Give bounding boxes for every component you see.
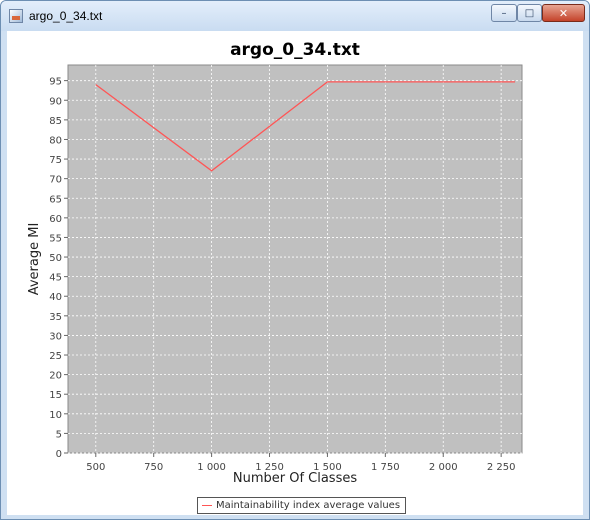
- close-icon: ✕: [558, 6, 569, 20]
- y-tick-label: 40: [49, 292, 62, 303]
- y-tick-label: 35: [49, 312, 62, 323]
- minimize-icon: –: [501, 7, 507, 19]
- y-tick-label: 90: [49, 96, 62, 107]
- chart-panel: argo_0_34.txt 0 5 10 15 20 25 30 35 40 45 50 55 60 65 7…: [7, 31, 583, 515]
- y-tick-label: 85: [49, 116, 62, 127]
- x-tick-label: 1 000: [197, 462, 226, 473]
- minimize-button[interactable]: –: [491, 4, 517, 22]
- plot-area: [67, 64, 523, 454]
- close-button[interactable]: ✕: [542, 4, 585, 22]
- x-tick-label: 1 250: [255, 462, 284, 473]
- y-tick-label: 60: [49, 214, 62, 225]
- y-tick-label: 75: [49, 155, 62, 166]
- x-tick-label: 2 250: [487, 462, 516, 473]
- line-chart: argo_0_34.txt 0 5 10 15 20 25 30 35 40 45 50 55 60 65 7…: [27, 40, 523, 486]
- x-tick-label: 2 000: [429, 462, 458, 473]
- legend-swatch: [202, 505, 212, 506]
- chart-legend: Maintainability index average values: [197, 497, 407, 514]
- x-tick-label: 1 750: [371, 462, 400, 473]
- y-tick-label: 30: [49, 331, 62, 342]
- y-tick-label: 20: [49, 371, 62, 382]
- maximize-button[interactable]: □: [517, 4, 542, 22]
- series-line: [95, 81, 516, 172]
- legend-label: Maintainability index average values: [216, 500, 401, 511]
- y-axis-label: Average MI: [27, 223, 42, 296]
- y-tick-label: 50: [49, 253, 62, 264]
- maximize-icon: □: [524, 7, 535, 19]
- y-tick-label: 45: [49, 273, 62, 284]
- java-app-icon: [9, 9, 23, 23]
- y-tick-label: 80: [49, 135, 62, 146]
- y-tick-label: 25: [49, 351, 62, 362]
- title-bar[interactable]: argo_0_34.txt – □ ✕: [1, 1, 589, 31]
- chart-title: argo_0_34.txt: [230, 40, 360, 60]
- y-tick-label: 10: [49, 410, 62, 421]
- window-title: argo_0_34.txt: [29, 9, 103, 23]
- x-tick-label: 750: [144, 462, 163, 473]
- y-tick-label: 55: [49, 233, 62, 244]
- y-tick-label: 15: [49, 390, 62, 401]
- y-tick-label: 70: [49, 175, 62, 186]
- y-tick-label: 0: [56, 449, 62, 460]
- x-tick-label: 1 500: [313, 462, 342, 473]
- x-tick-label: 500: [86, 462, 105, 473]
- y-tick-label: 5: [56, 429, 62, 440]
- y-tick-label: 95: [49, 77, 62, 88]
- x-axis-label: Number Of Classes: [233, 471, 357, 486]
- y-tick-label: 65: [49, 194, 62, 205]
